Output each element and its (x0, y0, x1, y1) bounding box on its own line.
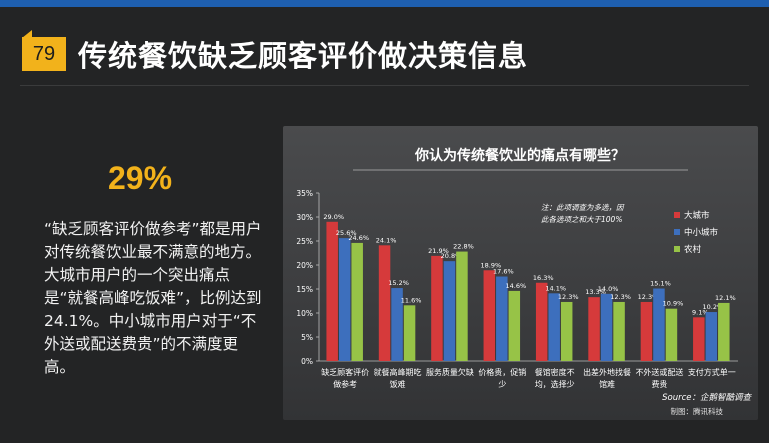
x-tick-label: 就餐高峰期吃 (374, 367, 422, 377)
data-label: 10.9% (663, 300, 684, 308)
x-tick-label: 支付方式单一 (688, 367, 736, 377)
data-label: 12.3% (610, 293, 631, 301)
legend-swatch (674, 212, 680, 218)
data-label: 25.6% (336, 229, 357, 237)
data-label: 20.8% (441, 252, 462, 260)
chart-note: 注：此项调查为多选，因 (541, 203, 625, 212)
bar (483, 270, 496, 361)
title-divider (20, 85, 749, 86)
data-label: 21.9% (428, 247, 449, 255)
data-label: 15.1% (650, 280, 671, 288)
y-tick-label: 10% (296, 309, 313, 318)
page-title: 传统餐饮缺乏顾客评价做决策信息 (78, 39, 529, 73)
data-label: 9.1% (692, 308, 709, 316)
bar (456, 251, 468, 361)
bar (705, 312, 718, 361)
y-tick-label: 30% (296, 213, 313, 222)
bar (391, 288, 403, 361)
bar (640, 301, 653, 361)
x-tick-label: 馆难 (599, 379, 615, 389)
x-tick-label: 少 (498, 380, 506, 389)
data-label: 12.3% (558, 293, 579, 301)
bar (693, 317, 705, 361)
bar (496, 276, 508, 361)
legend-label: 大城市 (684, 210, 710, 221)
data-label: 12.3% (638, 293, 659, 301)
y-tick-label: 0% (301, 357, 313, 366)
bar (653, 288, 665, 361)
y-tick-label: 5% (301, 333, 313, 342)
bar-chart: 你认为传统餐饮业的痛点有哪些？ 0% 5% 10% 15% 20% 25% 30% 35% 29… (296, 147, 752, 416)
x-tick-label: 做参考 (333, 379, 357, 389)
chart-source: Source：企鹅智酷调查 (662, 392, 752, 403)
key-stat: 29% (108, 160, 173, 196)
stat-description: “缺乏顾客评价做参考”都是用户对传统餐饮业最不满意的地方。大城市用户的一个突出痛… (44, 220, 262, 376)
top-accent-bar (0, 0, 769, 7)
y-tick-label: 35% (296, 189, 313, 198)
data-label: 14.0% (598, 285, 619, 293)
plot-area: 0% 5% 10% 15% 20% 25% 30% 35% 29.0% 25.6%24.6% 缺乏顾… (296, 189, 752, 416)
data-label: 24.6% (348, 234, 369, 242)
data-label: 29.0% (323, 213, 344, 221)
data-label: 18.9% (480, 261, 501, 269)
legend-swatch (674, 246, 680, 252)
page-number-badge-tab (22, 30, 32, 38)
data-label: 11.6% (401, 296, 422, 304)
x-tick-label: 出差外地找餐 (583, 367, 631, 377)
bar (665, 308, 678, 361)
data-label: 14.1% (545, 284, 566, 292)
bar (548, 293, 560, 361)
x-tick-label: 均，选择少 (535, 379, 575, 389)
chart-note: 此各选项之和大于100% (541, 215, 622, 224)
data-label: 15.2% (388, 279, 409, 287)
x-tick-label: 不外送或配送 (635, 367, 683, 377)
y-tick-label: 20% (296, 261, 313, 270)
bar (443, 261, 456, 361)
data-label: 17.6% (493, 268, 514, 276)
bar (600, 293, 613, 361)
data-label: 22.8% (453, 243, 474, 251)
x-tick-label: 价格贵，促销 (478, 367, 526, 377)
data-label: 13.3% (585, 288, 606, 296)
chart-maker: 制图：腾讯科技 (671, 406, 724, 416)
bar (535, 282, 548, 361)
bar (508, 290, 521, 361)
data-label: 16.3% (533, 274, 554, 282)
x-tick-label: 饭难 (390, 379, 406, 389)
bar (718, 302, 730, 361)
chart-panel: 你认为传统餐饮业的痛点有哪些？ 0% 5% 10% 15% 20% 25% 30% 35% 29… (283, 126, 758, 420)
y-tick-label: 15% (296, 285, 313, 294)
bar (431, 255, 443, 361)
bar (588, 297, 600, 361)
x-tick-label: 餐馆密度不 (535, 367, 575, 377)
x-tick-label: 费贵 (651, 379, 667, 389)
bar (613, 301, 625, 361)
bar (560, 301, 573, 361)
page-number: 79 (32, 43, 56, 65)
page-number-badge: 79 (22, 37, 66, 71)
legend-swatch (674, 229, 680, 235)
bar (351, 242, 363, 361)
y-tick-label: 25% (296, 237, 313, 246)
bar (326, 221, 338, 361)
legend-label: 农村 (684, 244, 702, 255)
legend-label: 中小城市 (684, 227, 719, 238)
bar (403, 305, 416, 361)
bar (338, 238, 351, 361)
x-tick-label: 缺乏顾客评价 (321, 367, 369, 377)
data-label: 10.2% (702, 303, 723, 311)
x-tick-label: 服务质量欠缺 (426, 367, 474, 377)
data-label: 24.1% (376, 236, 397, 244)
data-label: 12.1% (715, 294, 736, 302)
data-label: 14.6% (505, 282, 526, 290)
chart-title: 你认为传统餐饮业的痛点有哪些？ (414, 147, 625, 164)
bar (378, 245, 391, 361)
